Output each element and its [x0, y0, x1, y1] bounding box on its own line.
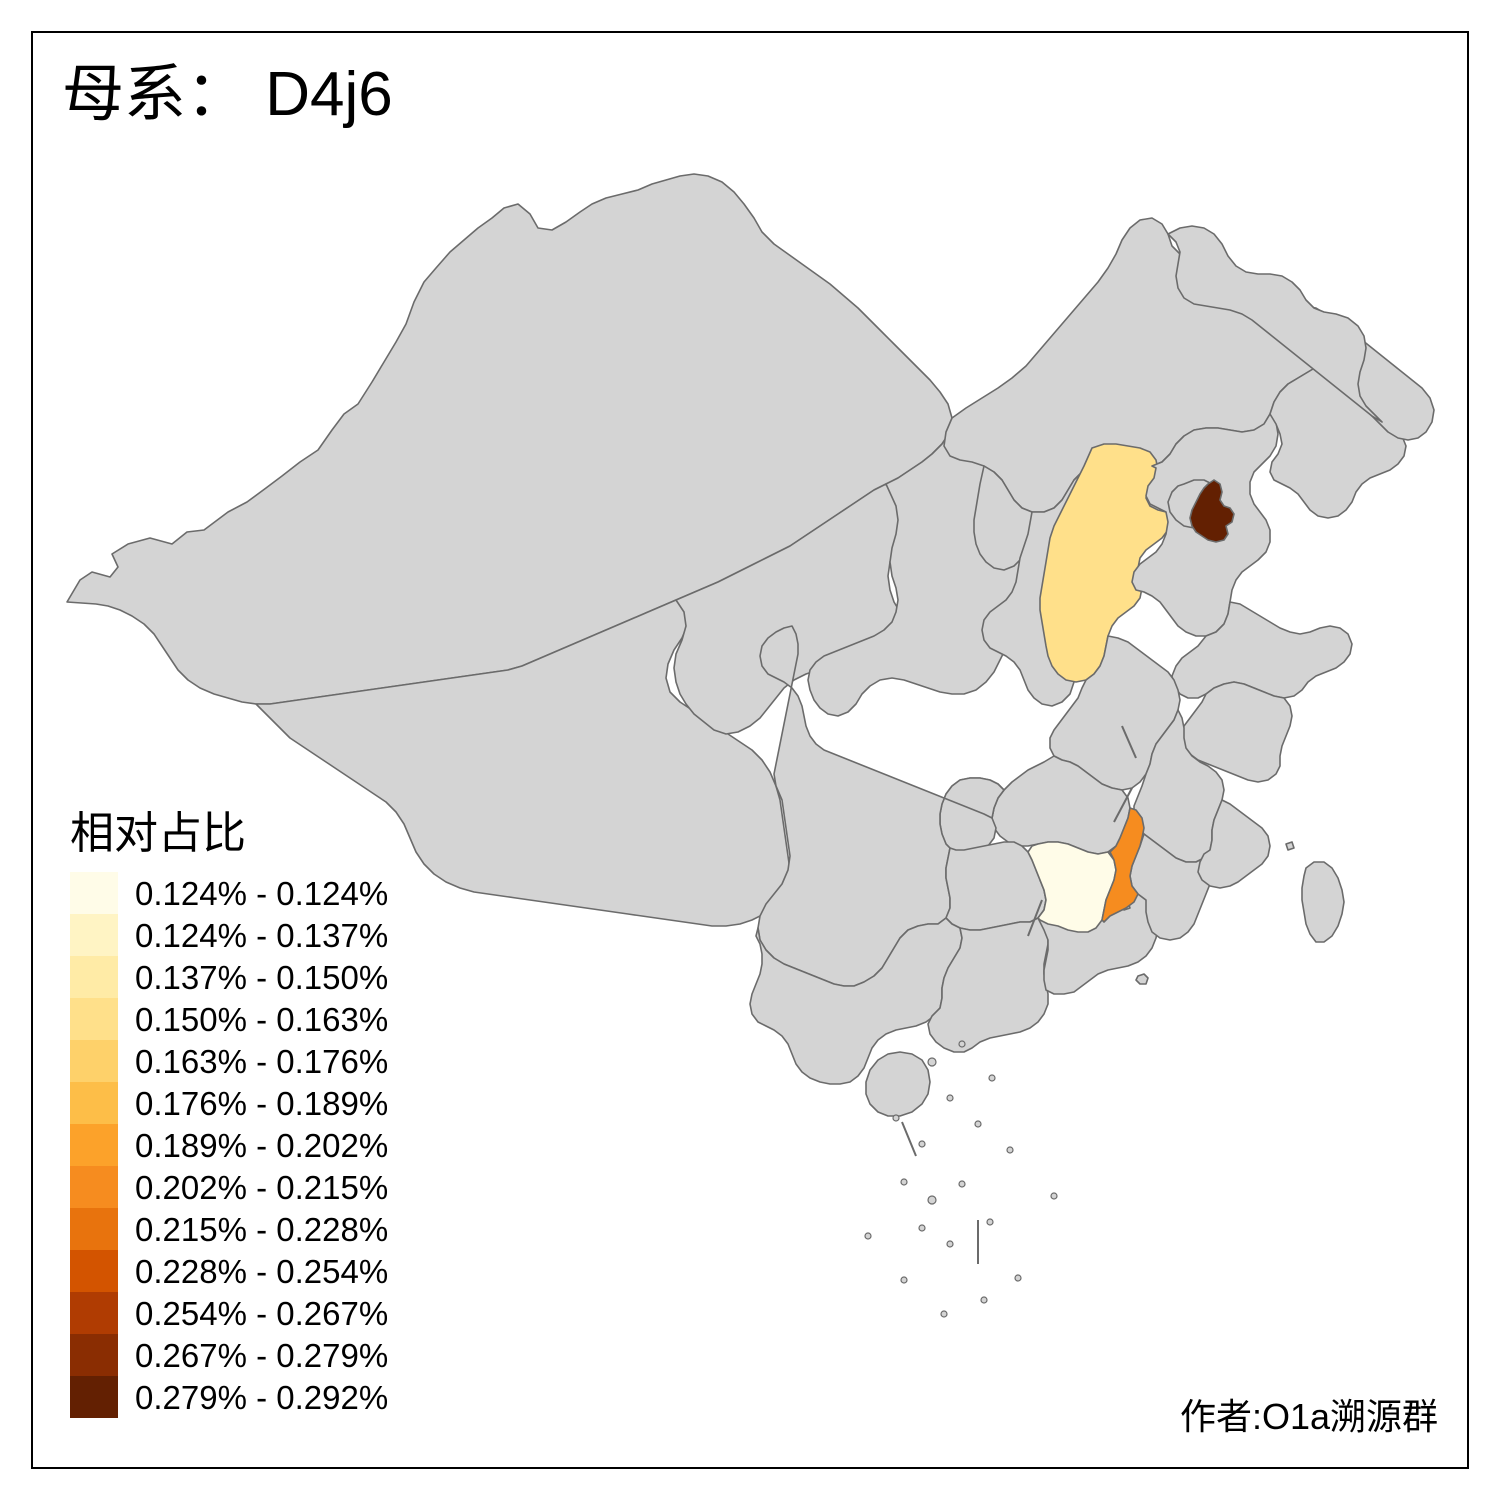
legend-color-swatch [70, 1334, 118, 1376]
province-guangxi [927, 917, 1049, 1053]
legend-label: 0.228% - 0.254% [135, 1252, 389, 1290]
legend-row[interactable]: 0.228% - 0.254% [62, 1250, 482, 1292]
municipality-tianjin[interactable] [1189, 479, 1235, 543]
nine-dash-line [901, 725, 1137, 1264]
legend-row[interactable]: 0.267% - 0.279% [62, 1334, 482, 1376]
legend-label: 0.279% - 0.292% [135, 1378, 389, 1416]
province-shandong [1171, 601, 1353, 699]
legend-color-swatch [70, 1376, 118, 1418]
legend-label: 0.189% - 0.202% [135, 1126, 389, 1164]
author-credit: 作者:O1a溯源群 [1179, 1396, 1438, 1437]
legend-label: 0.163% - 0.176% [135, 1042, 389, 1080]
legend-row[interactable]: 0.202% - 0.215% [62, 1166, 482, 1208]
province-tibet [255, 599, 791, 927]
province-heilongjiang [1167, 225, 1383, 423]
legend-row[interactable]: 0.189% - 0.202% [62, 1124, 482, 1166]
legend-color-swatch [70, 1040, 118, 1082]
legend-color-swatch [70, 1208, 118, 1250]
south-china-sea-reefs [864, 1040, 1058, 1318]
province-hainan [865, 1051, 931, 1117]
province-zhejiang [1197, 799, 1271, 889]
legend-row[interactable]: 0.150% - 0.163% [62, 998, 482, 1040]
page-title: 母系： D4j6 [62, 60, 393, 129]
province-hunan[interactable] [1027, 841, 1117, 933]
legend-label: 0.124% - 0.137% [135, 916, 389, 954]
legend-row[interactable]: 0.124% - 0.124% [62, 872, 482, 914]
province-ningxia [973, 465, 1035, 571]
region-hongkong [1135, 973, 1149, 985]
legend-color-swatch [70, 1292, 118, 1334]
legend-label: 0.254% - 0.267% [135, 1294, 389, 1332]
legend-label: 0.267% - 0.279% [135, 1336, 389, 1374]
legend-row[interactable]: 0.176% - 0.189% [62, 1082, 482, 1124]
legend-color-swatch [70, 1250, 118, 1292]
legend-row[interactable]: 0.137% - 0.150% [62, 956, 482, 998]
legend-row[interactable]: 0.279% - 0.292% [62, 1376, 482, 1418]
legend-row[interactable]: 0.254% - 0.267% [62, 1292, 482, 1334]
legend-label: 0.124% - 0.124% [135, 874, 389, 912]
legend-color-swatch [70, 1082, 118, 1124]
legend-color-swatch [70, 914, 118, 956]
islet-group-2 [1285, 841, 1295, 851]
legend-entry-list: 0.124% - 0.124% 0.124% - 0.137% 0.137% - 0… [62, 872, 482, 1418]
legend-color-swatch [70, 1166, 118, 1208]
legend-color-swatch [70, 872, 118, 914]
province-taiwan [1301, 861, 1345, 943]
legend-row[interactable]: 0.163% - 0.176% [62, 1040, 482, 1082]
legend-row[interactable]: 0.124% - 0.137% [62, 914, 482, 956]
china-choropleth-map [66, 173, 1435, 1318]
legend-label: 0.215% - 0.228% [135, 1210, 389, 1248]
map-legend: 相对占比 0.124% - 0.124% 0.124% - 0.137% 0.137… [62, 812, 482, 1418]
legend-label: 0.137% - 0.150% [135, 958, 389, 996]
province-jiangxi[interactable] [1101, 807, 1145, 923]
legend-label: 0.202% - 0.215% [135, 1168, 389, 1206]
legend-label: 0.176% - 0.189% [135, 1084, 389, 1122]
legend-label: 0.150% - 0.163% [135, 1000, 389, 1038]
legend-color-swatch [70, 956, 118, 998]
legend-row[interactable]: 0.215% - 0.228% [62, 1208, 482, 1250]
legend-color-swatch [70, 1124, 118, 1166]
legend-title: 相对占比 [70, 809, 246, 858]
legend-color-swatch [70, 998, 118, 1040]
